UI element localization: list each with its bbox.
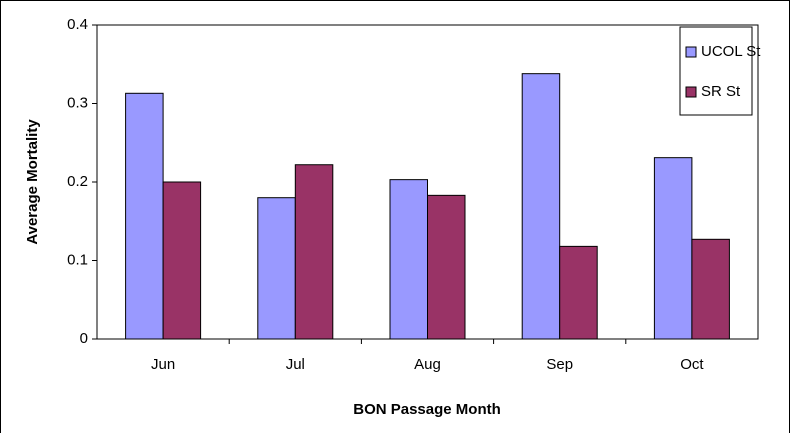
- x-tick-label: Sep: [546, 356, 573, 373]
- bar: [162, 181, 202, 340]
- y-tick-label: 0.4: [67, 16, 88, 33]
- y-axis-title: Average Mortality: [24, 119, 41, 245]
- y-tick-label: 0: [80, 330, 88, 347]
- bar: [521, 73, 561, 340]
- legend-swatch: [685, 46, 697, 58]
- legend-swatch: [685, 86, 697, 98]
- x-tick-label: Aug: [414, 356, 441, 373]
- x-tick-label: Jun: [151, 356, 175, 373]
- y-tick-label: 0.2: [67, 173, 88, 190]
- legend-label: UCOL St: [701, 43, 761, 60]
- x-tick-label: Oct: [680, 356, 704, 373]
- x-axis-title: BON Passage Month: [353, 401, 501, 418]
- legend-label: SR St: [701, 83, 741, 100]
- bar: [125, 92, 164, 340]
- bar: [427, 194, 466, 340]
- y-tick-label: 0.3: [67, 94, 88, 111]
- bar: [389, 179, 428, 340]
- bar: [691, 238, 730, 340]
- x-tick-label: Jul: [286, 356, 305, 373]
- y-tick-label: 0.1: [67, 251, 88, 268]
- bar: [559, 245, 598, 340]
- bar: [653, 157, 693, 340]
- legend: [679, 26, 753, 116]
- bar: [294, 164, 334, 340]
- bar: [257, 197, 296, 340]
